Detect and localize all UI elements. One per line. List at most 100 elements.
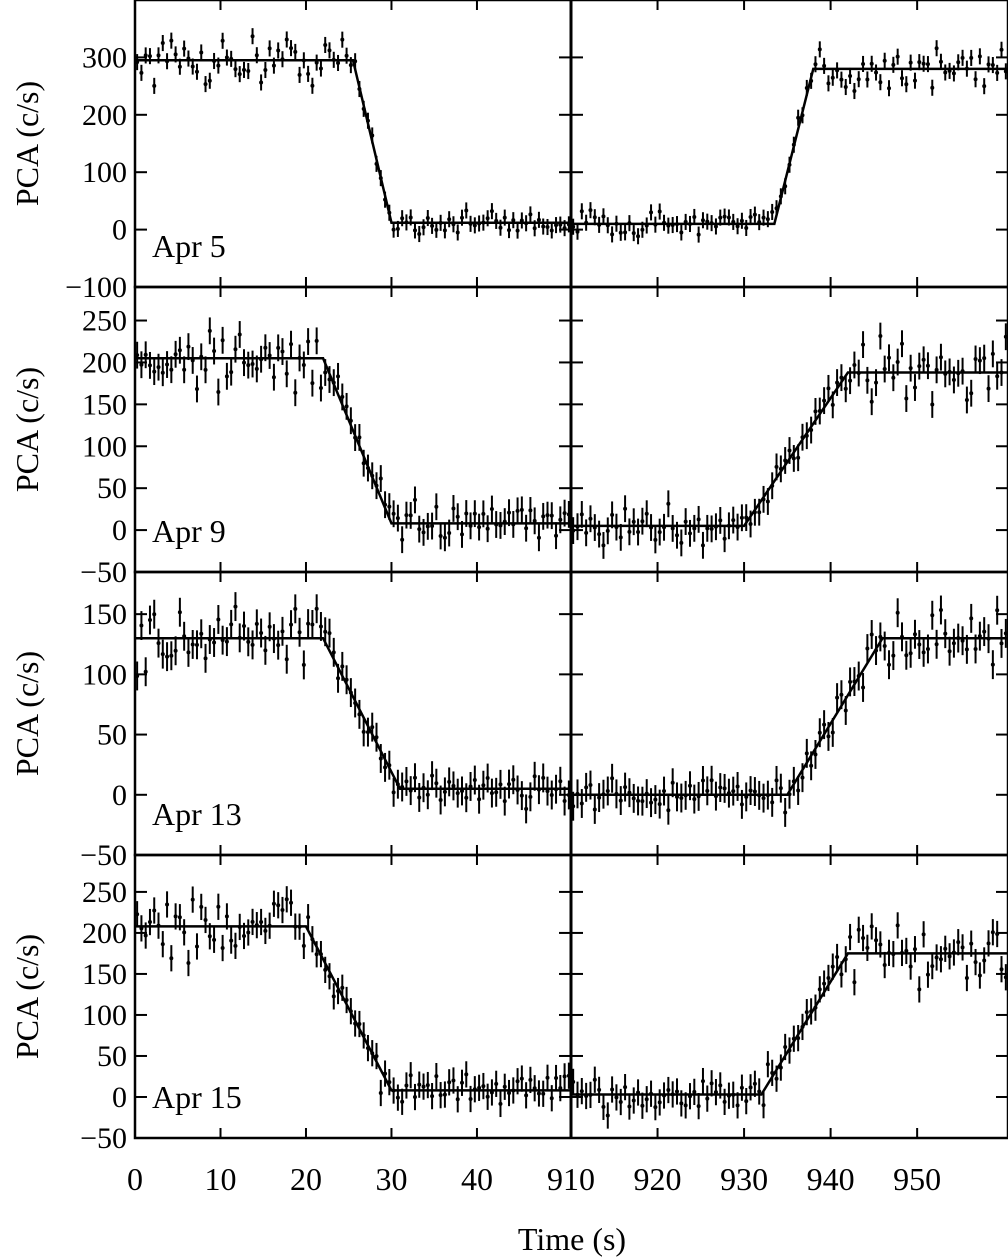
data-point bbox=[644, 1097, 649, 1102]
data-point bbox=[472, 511, 477, 516]
data-point bbox=[934, 955, 939, 960]
data-point bbox=[207, 78, 212, 83]
data-point bbox=[293, 390, 298, 395]
data-point bbox=[640, 227, 645, 232]
data-point bbox=[541, 1091, 546, 1096]
x-tick-label: 910 bbox=[547, 1161, 595, 1197]
data-point bbox=[830, 75, 835, 80]
data-point bbox=[990, 351, 995, 356]
data-point bbox=[960, 55, 965, 60]
data-point bbox=[752, 1081, 757, 1086]
data-point bbox=[662, 789, 667, 794]
data-point bbox=[861, 936, 866, 941]
data-point bbox=[515, 508, 520, 513]
data-point bbox=[242, 67, 246, 72]
data-point bbox=[169, 653, 174, 658]
data-point bbox=[904, 82, 909, 87]
data-point bbox=[640, 1103, 645, 1108]
data-point bbox=[284, 371, 289, 376]
data-point bbox=[524, 526, 529, 531]
data-point bbox=[536, 535, 541, 540]
data-point bbox=[259, 631, 264, 636]
y-axis-label: PCA (c/s) bbox=[9, 651, 45, 776]
data-point bbox=[361, 461, 366, 466]
data-point bbox=[442, 1092, 447, 1097]
data-point bbox=[925, 646, 930, 651]
data-point bbox=[956, 60, 961, 65]
data-point bbox=[485, 216, 490, 221]
data-point bbox=[135, 353, 140, 358]
data-point bbox=[592, 807, 597, 812]
data-point bbox=[160, 370, 165, 375]
data-point bbox=[314, 952, 319, 957]
data-point bbox=[289, 622, 294, 627]
data-point bbox=[679, 230, 684, 235]
data-point bbox=[438, 533, 443, 538]
data-point bbox=[263, 648, 268, 653]
data-point bbox=[692, 1089, 697, 1094]
data-point bbox=[558, 1086, 563, 1091]
data-point bbox=[331, 650, 336, 655]
data-point bbox=[284, 897, 289, 902]
data-point bbox=[605, 1113, 610, 1118]
data-point bbox=[610, 776, 615, 781]
data-point bbox=[549, 793, 554, 798]
y-tick-label: 150 bbox=[82, 388, 127, 421]
data-point bbox=[666, 501, 671, 506]
y-tick-label: 100 bbox=[82, 999, 127, 1032]
data-point bbox=[990, 662, 995, 667]
data-point bbox=[571, 1079, 576, 1084]
data-point bbox=[943, 70, 948, 75]
data-point bbox=[969, 55, 974, 60]
data-point bbox=[757, 510, 762, 515]
data-point bbox=[618, 1100, 623, 1105]
data-point bbox=[999, 967, 1004, 972]
data-point bbox=[186, 344, 191, 349]
data-point bbox=[160, 652, 165, 657]
data-point bbox=[579, 801, 584, 806]
data-point bbox=[460, 215, 464, 220]
data-point bbox=[830, 964, 835, 969]
data-point bbox=[532, 774, 537, 779]
data-point bbox=[571, 224, 576, 229]
data-point bbox=[412, 228, 417, 233]
x-tick-label: 40 bbox=[461, 1161, 493, 1197]
data-point bbox=[640, 519, 645, 524]
data-point bbox=[212, 937, 217, 942]
data-point bbox=[336, 676, 341, 681]
data-points bbox=[135, 592, 1008, 827]
data-point bbox=[220, 338, 225, 343]
data-point bbox=[666, 1088, 671, 1093]
data-point bbox=[718, 1083, 723, 1088]
data-point bbox=[917, 60, 922, 65]
data-point bbox=[400, 1099, 405, 1104]
data-point bbox=[233, 943, 238, 948]
data-point bbox=[199, 631, 204, 636]
data-point bbox=[700, 543, 705, 548]
data-point bbox=[404, 513, 409, 518]
data-point bbox=[774, 464, 779, 469]
data-point bbox=[536, 217, 541, 222]
data-point bbox=[934, 367, 939, 372]
data-point bbox=[532, 226, 537, 231]
y-axis-label: PCA (c/s) bbox=[9, 934, 45, 1059]
data-point bbox=[284, 657, 289, 662]
data-point bbox=[220, 946, 225, 951]
data-point bbox=[943, 631, 948, 636]
data-point bbox=[220, 38, 225, 43]
data-point bbox=[951, 71, 956, 76]
data-point bbox=[442, 535, 447, 540]
data-point bbox=[770, 209, 775, 214]
data-point bbox=[995, 932, 1000, 937]
data-point bbox=[502, 1084, 507, 1089]
data-point bbox=[412, 1095, 417, 1100]
data-point bbox=[921, 932, 926, 937]
data-point bbox=[765, 1062, 770, 1067]
y-tick-label: −100 bbox=[65, 271, 127, 304]
data-point bbox=[562, 1074, 567, 1079]
data-point bbox=[1003, 334, 1008, 339]
data-point bbox=[912, 385, 917, 390]
data-point bbox=[636, 530, 641, 535]
data-point bbox=[670, 780, 675, 785]
data-point bbox=[404, 779, 409, 784]
